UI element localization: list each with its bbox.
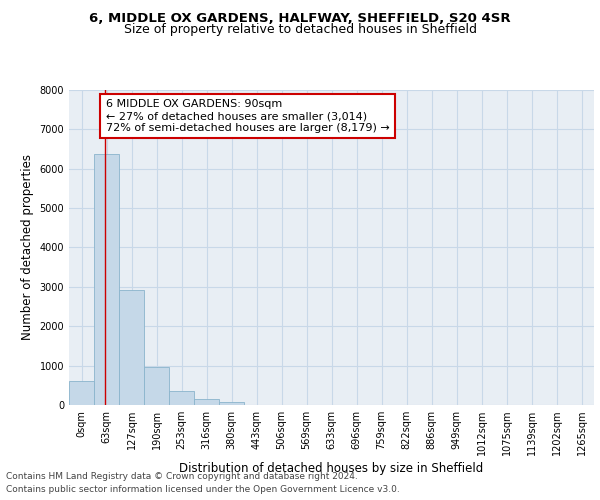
Bar — [219, 402, 244, 405]
Bar — [144, 367, 169, 405]
Bar — [119, 290, 144, 405]
Text: 6, MIDDLE OX GARDENS, HALFWAY, SHEFFIELD, S20 4SR: 6, MIDDLE OX GARDENS, HALFWAY, SHEFFIELD… — [89, 12, 511, 26]
Text: Contains public sector information licensed under the Open Government Licence v3: Contains public sector information licen… — [6, 485, 400, 494]
X-axis label: Distribution of detached houses by size in Sheffield: Distribution of detached houses by size … — [179, 462, 484, 475]
Y-axis label: Number of detached properties: Number of detached properties — [21, 154, 34, 340]
Bar — [169, 391, 194, 405]
Text: Contains HM Land Registry data © Crown copyright and database right 2024.: Contains HM Land Registry data © Crown c… — [6, 472, 358, 481]
Text: 6 MIDDLE OX GARDENS: 90sqm
← 27% of detached houses are smaller (3,014)
72% of s: 6 MIDDLE OX GARDENS: 90sqm ← 27% of deta… — [106, 100, 389, 132]
Bar — [194, 399, 219, 405]
Bar — [94, 154, 119, 405]
Text: Size of property relative to detached houses in Sheffield: Size of property relative to detached ho… — [124, 22, 476, 36]
Bar — [69, 382, 94, 405]
